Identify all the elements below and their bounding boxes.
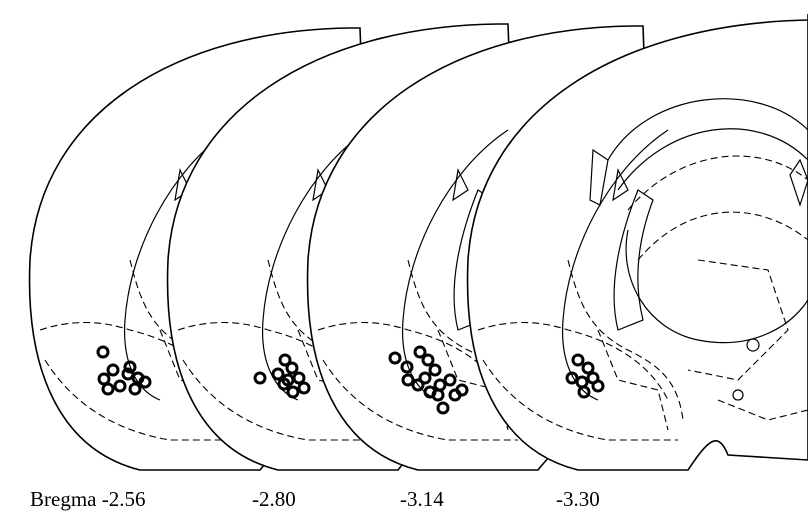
section-label: -3.30 xyxy=(556,487,600,511)
figure: Bregma -2.56 -2.80 -3.14 -3.30 xyxy=(0,0,808,515)
section-label: -2.80 xyxy=(252,487,296,511)
brain-sections xyxy=(30,14,808,470)
section-label: Bregma -2.56 xyxy=(30,487,145,511)
section-label: -3.14 xyxy=(400,487,444,511)
